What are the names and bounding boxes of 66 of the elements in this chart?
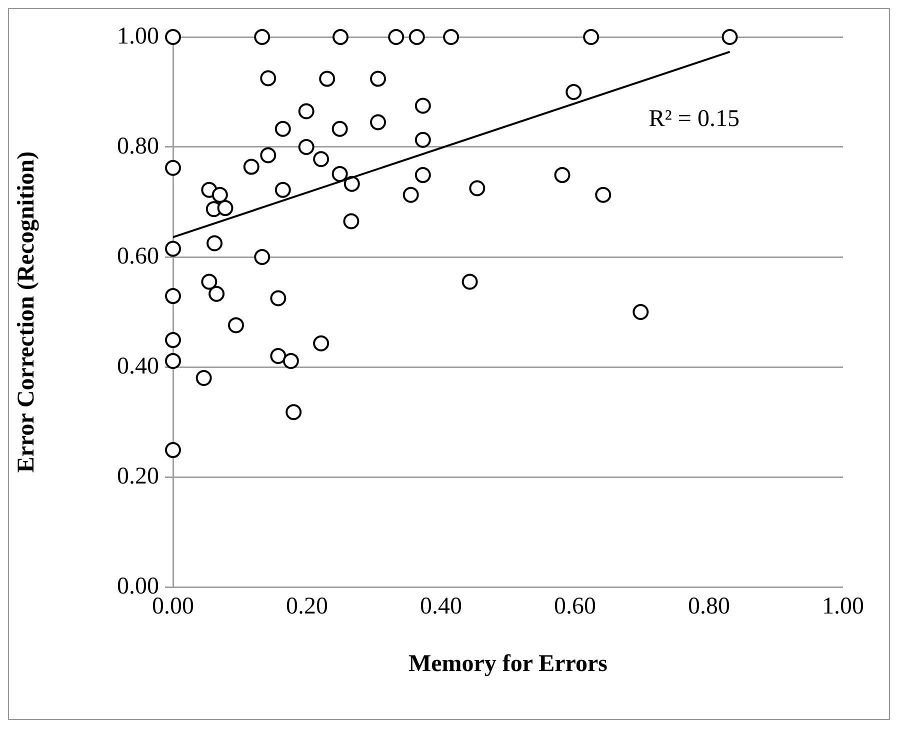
y-tick-label: 0.60 bbox=[117, 243, 159, 270]
point bbox=[212, 186, 228, 203]
point bbox=[201, 274, 218, 290]
point bbox=[722, 29, 738, 45]
point bbox=[344, 176, 360, 192]
y-axis-title: Error Correction (Recognition) bbox=[14, 151, 40, 473]
point bbox=[217, 200, 234, 216]
point bbox=[165, 332, 181, 348]
x-tick-label: 0.40 bbox=[420, 594, 462, 620]
point bbox=[414, 132, 431, 148]
point bbox=[298, 103, 314, 120]
point bbox=[469, 180, 486, 196]
y-tick-label: 0.20 bbox=[117, 463, 159, 490]
point bbox=[274, 182, 291, 198]
point bbox=[595, 186, 612, 203]
point bbox=[298, 139, 314, 155]
point bbox=[165, 160, 181, 176]
point bbox=[270, 348, 286, 364]
point bbox=[254, 249, 270, 265]
point bbox=[270, 290, 286, 306]
point bbox=[208, 286, 225, 302]
point bbox=[165, 442, 181, 458]
point bbox=[319, 70, 336, 87]
point bbox=[282, 352, 299, 369]
x-tick-label: 0.00 bbox=[152, 594, 194, 620]
point bbox=[254, 29, 270, 45]
point bbox=[165, 240, 181, 257]
point bbox=[370, 114, 386, 130]
point bbox=[260, 147, 276, 164]
point bbox=[632, 304, 649, 320]
point bbox=[332, 29, 348, 45]
point bbox=[206, 235, 223, 252]
y-tick-label: 1.00 bbox=[117, 23, 159, 50]
x-tick-label: 1.00 bbox=[822, 594, 864, 620]
point bbox=[388, 29, 404, 45]
x-tick-label: 0.20 bbox=[286, 594, 328, 620]
point bbox=[443, 29, 460, 45]
point bbox=[196, 370, 212, 386]
point bbox=[165, 288, 181, 304]
point bbox=[243, 158, 260, 175]
y-tick-label: 0.80 bbox=[117, 133, 159, 160]
point bbox=[554, 167, 570, 184]
y-tick-label: 0.40 bbox=[117, 353, 159, 380]
point bbox=[274, 120, 291, 137]
point bbox=[313, 151, 330, 168]
x-tick-label: 0.80 bbox=[688, 594, 730, 620]
point bbox=[165, 29, 181, 45]
point bbox=[313, 335, 330, 352]
point bbox=[228, 317, 244, 334]
x-axis-title: Memory for Errors bbox=[408, 650, 608, 677]
annotation: R² = 0.15 bbox=[648, 106, 740, 132]
point bbox=[370, 70, 386, 87]
point bbox=[402, 186, 419, 203]
point bbox=[165, 352, 181, 369]
point bbox=[408, 29, 425, 45]
point bbox=[462, 274, 478, 290]
point bbox=[583, 29, 600, 45]
point bbox=[566, 84, 582, 100]
point bbox=[343, 213, 360, 230]
point bbox=[286, 404, 302, 420]
point bbox=[260, 70, 276, 86]
x-tick-label: 0.60 bbox=[554, 594, 596, 620]
point bbox=[414, 98, 431, 114]
point bbox=[332, 166, 348, 182]
point bbox=[414, 167, 431, 184]
point bbox=[332, 120, 348, 137]
